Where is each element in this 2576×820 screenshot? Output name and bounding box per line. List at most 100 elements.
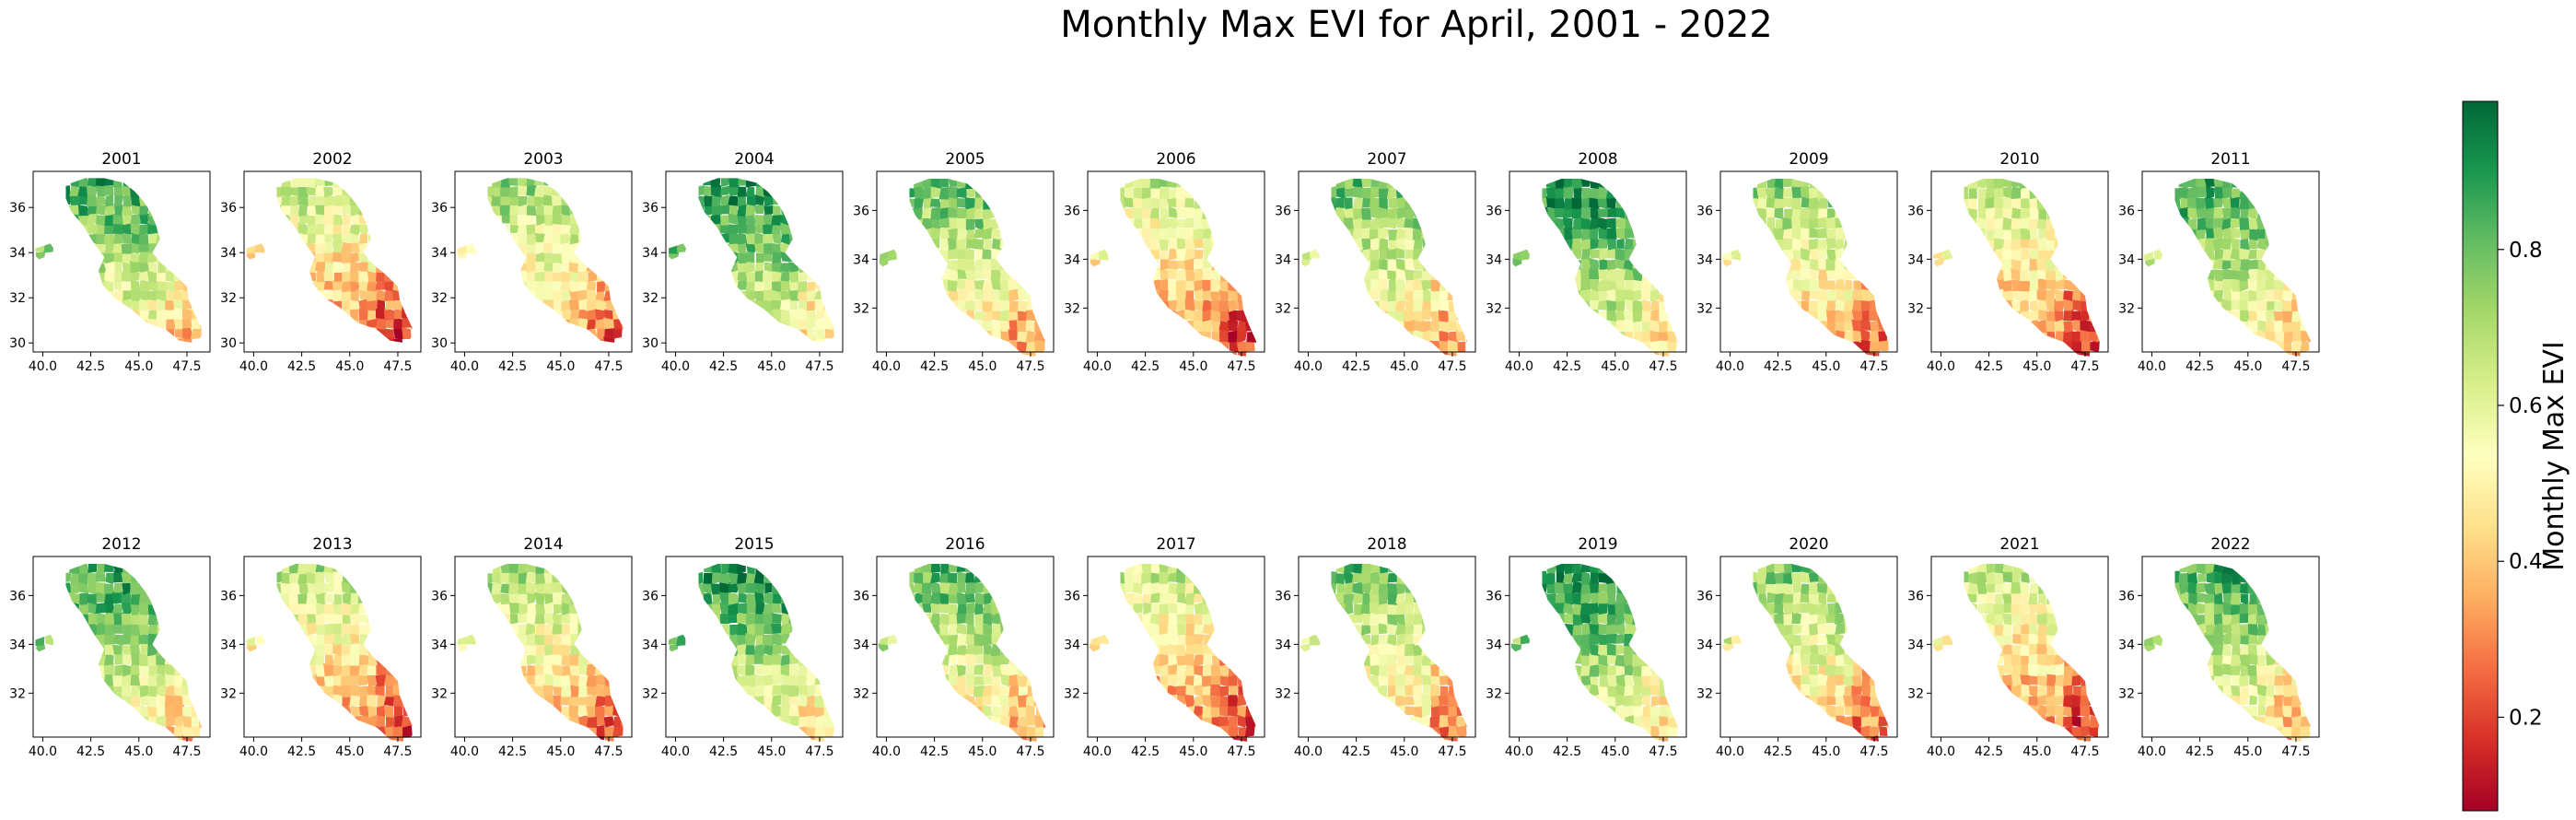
panel-title: 2010 bbox=[1999, 150, 2039, 169]
province-regions bbox=[668, 178, 837, 344]
lat-tick-label: 34 bbox=[1486, 252, 1502, 267]
map-panel: 2022 32 34 36 40.0 42.5 45.0 47.5 bbox=[2118, 535, 2320, 759]
lon-tick-label: 42.5 bbox=[76, 359, 105, 374]
lat-tick-label: 34 bbox=[431, 246, 448, 261]
map-panel: 2014 32 34 36 40.0 42.5 45.0 47.5 bbox=[431, 535, 633, 759]
map-panel: 2003 30 32 34 36 40.0 42.5 45.0 47.5 bbox=[431, 150, 633, 374]
map-panel: 2001 30 32 34 36 40.0 42.5 45.0 47.5 bbox=[9, 150, 211, 374]
panel-title: 2015 bbox=[734, 535, 774, 554]
lon-tick-label: 42.5 bbox=[1764, 359, 1792, 374]
map-panel: 2016 32 34 36 40.0 42.5 45.0 47.5 bbox=[853, 535, 1055, 759]
map-panel: 2019 32 34 36 40.0 42.5 45.0 47.5 bbox=[1486, 535, 1687, 759]
lat-tick-label: 36 bbox=[220, 201, 237, 216]
lon-tick-label: 45.0 bbox=[124, 744, 153, 759]
axes-frame bbox=[1930, 170, 2109, 353]
lon-tick-label: 45.0 bbox=[1179, 359, 1207, 374]
colorbar: 0.2 0.4 0.6 0.8 Monthly Max EVI bbox=[2462, 100, 2570, 812]
lon-tick-label: 40.0 bbox=[1505, 359, 1533, 374]
province-regions bbox=[35, 178, 204, 344]
map-panel: 2005 32 34 36 40.0 42.5 45.0 47.5 bbox=[853, 150, 1055, 374]
lon-tick-label: 40.0 bbox=[239, 744, 268, 759]
lat-tick-label: 34 bbox=[1696, 252, 1713, 267]
axes-frame bbox=[1719, 170, 1898, 353]
province-regions bbox=[1089, 563, 1259, 743]
lon-tick-label: 40.0 bbox=[1083, 359, 1112, 374]
lat-tick-label: 32 bbox=[1064, 686, 1080, 701]
panel-title: 2003 bbox=[523, 150, 563, 169]
panel-title: 2017 bbox=[1156, 535, 1195, 554]
lon-tick-label: 40.0 bbox=[872, 359, 901, 374]
lon-tick-label: 40.0 bbox=[450, 359, 479, 374]
axes-frame bbox=[876, 170, 1055, 353]
lat-tick-label: 36 bbox=[431, 201, 448, 216]
lat-tick-label: 30 bbox=[9, 336, 26, 351]
lon-tick-label: 40.0 bbox=[239, 359, 268, 374]
panel-title: 2002 bbox=[312, 150, 352, 169]
lat-tick-label: 36 bbox=[1486, 589, 1502, 603]
lon-tick-label: 45.0 bbox=[968, 359, 997, 374]
lon-tick-label: 47.5 bbox=[805, 744, 833, 759]
lon-tick-label: 42.5 bbox=[287, 359, 316, 374]
province-regions bbox=[2144, 178, 2314, 357]
lat-tick-label: 36 bbox=[853, 589, 869, 603]
lat-tick-label: 34 bbox=[1486, 638, 1502, 652]
axes-frame bbox=[876, 556, 1055, 738]
lon-tick-label: 45.0 bbox=[968, 744, 997, 759]
axes-frame bbox=[454, 170, 633, 353]
lat-tick-label: 34 bbox=[642, 638, 659, 652]
province-regions bbox=[1932, 178, 2103, 357]
lon-tick-label: 40.0 bbox=[1083, 744, 1112, 759]
lat-tick-label: 32 bbox=[642, 686, 659, 701]
province-regions bbox=[668, 563, 837, 743]
lon-tick-label: 47.5 bbox=[594, 744, 623, 759]
lon-tick-label: 45.0 bbox=[124, 359, 153, 374]
lat-tick-label: 36 bbox=[9, 201, 26, 216]
lon-tick-label: 40.0 bbox=[2138, 744, 2166, 759]
lon-tick-label: 40.0 bbox=[1294, 359, 1323, 374]
lon-tick-label: 47.5 bbox=[1438, 744, 1466, 759]
axes-frame bbox=[665, 556, 844, 738]
panel-title: 2013 bbox=[312, 535, 352, 554]
province-regions bbox=[246, 178, 415, 344]
lon-tick-label: 45.0 bbox=[1812, 744, 1840, 759]
lon-tick-label: 47.5 bbox=[1859, 744, 1888, 759]
lon-tick-label: 47.5 bbox=[1227, 744, 1255, 759]
lon-tick-label: 45.0 bbox=[757, 744, 786, 759]
lat-tick-label: 34 bbox=[220, 246, 237, 261]
lat-tick-label: 34 bbox=[9, 246, 26, 261]
province-regions bbox=[1300, 563, 1470, 743]
axes-frame bbox=[2141, 556, 2320, 738]
lat-tick-label: 32 bbox=[1907, 301, 1924, 316]
lat-tick-label: 32 bbox=[431, 291, 448, 306]
lat-tick-label: 32 bbox=[2118, 686, 2135, 701]
lon-tick-label: 47.5 bbox=[1016, 744, 1044, 759]
province-regions bbox=[878, 563, 1048, 743]
panel-title: 2008 bbox=[1578, 150, 1617, 169]
lon-tick-label: 42.5 bbox=[498, 744, 527, 759]
figure-title: Monthly Max EVI for April, 2001 - 2022 bbox=[1060, 4, 1772, 46]
lon-tick-label: 45.0 bbox=[335, 359, 364, 374]
lon-tick-label: 42.5 bbox=[1975, 744, 2003, 759]
lat-tick-label: 32 bbox=[2118, 301, 2135, 316]
lat-tick-label: 34 bbox=[853, 252, 869, 267]
lon-tick-label: 40.0 bbox=[1716, 744, 1744, 759]
map-panel: 2020 32 34 36 40.0 42.5 45.0 47.5 bbox=[1696, 535, 1898, 759]
colorbar-tick-label: 0.2 bbox=[2509, 706, 2543, 730]
lat-tick-label: 34 bbox=[9, 638, 26, 652]
lat-tick-label: 36 bbox=[1907, 589, 1924, 603]
lat-tick-label: 30 bbox=[642, 336, 659, 351]
lon-tick-label: 40.0 bbox=[1927, 359, 1955, 374]
lon-tick-label: 47.5 bbox=[1227, 359, 1255, 374]
lat-tick-label: 34 bbox=[1696, 638, 1713, 652]
map-panel: 2006 32 34 36 40.0 42.5 45.0 47.5 bbox=[1064, 150, 1265, 374]
map-panel: 2007 32 34 36 40.0 42.5 45.0 47.5 bbox=[1275, 150, 1476, 374]
lon-tick-label: 40.0 bbox=[29, 744, 57, 759]
lat-tick-label: 34 bbox=[2118, 252, 2135, 267]
lon-tick-label: 40.0 bbox=[450, 744, 479, 759]
lon-tick-label: 47.5 bbox=[2281, 744, 2310, 759]
lon-tick-label: 47.5 bbox=[2070, 744, 2099, 759]
map-panel: 2008 32 34 36 40.0 42.5 45.0 47.5 bbox=[1486, 150, 1687, 374]
lon-tick-label: 45.0 bbox=[2233, 744, 2262, 759]
lat-tick-label: 32 bbox=[431, 686, 448, 701]
lon-tick-label: 47.5 bbox=[805, 359, 833, 374]
